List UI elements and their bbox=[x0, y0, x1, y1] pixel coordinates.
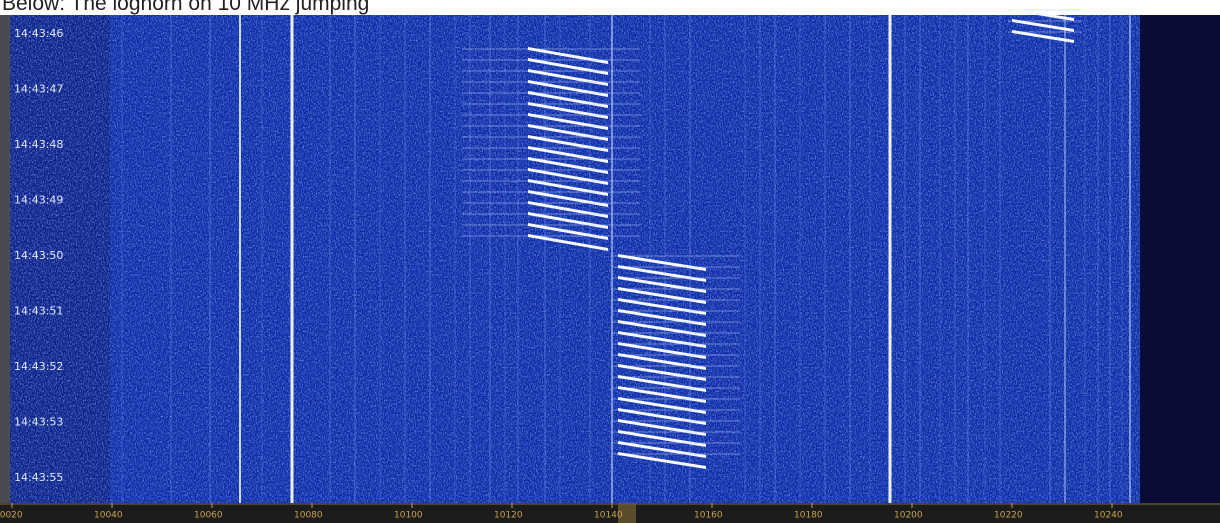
frequency-axis bbox=[0, 503, 1220, 523]
frequency-label: 10040 bbox=[94, 511, 123, 521]
time-label: 14:43:51 bbox=[14, 305, 63, 318]
hop-sweep bbox=[618, 452, 706, 469]
time-label: 14:43:50 bbox=[14, 249, 63, 262]
time-label: 14:43:52 bbox=[14, 360, 63, 373]
frequency-label: 10120 bbox=[494, 511, 523, 521]
frequency-label: 10080 bbox=[294, 511, 323, 521]
frequency-label: 10100 bbox=[394, 511, 423, 521]
time-label: 14:43:47 bbox=[14, 83, 63, 96]
hop-sweep bbox=[1012, 30, 1074, 43]
frequency-label: 10240 bbox=[1094, 511, 1123, 521]
hop-sweep bbox=[1012, 19, 1074, 32]
time-label: 14:43:49 bbox=[14, 194, 63, 207]
frequency-label: 10180 bbox=[794, 511, 823, 521]
time-label: 14:43:55 bbox=[14, 471, 63, 484]
hop-sweep bbox=[1012, 8, 1074, 21]
frequency-label: 10160 bbox=[694, 511, 723, 521]
time-label: 14:43:53 bbox=[14, 416, 63, 429]
frequency-label: 10020 bbox=[0, 511, 23, 521]
frequency-label: 10140 bbox=[594, 511, 623, 521]
frequency-label: 10060 bbox=[194, 511, 223, 521]
time-label: 14:43:46 bbox=[14, 27, 63, 40]
waterfall bbox=[0, 8, 1220, 503]
caption: Below: The loghorn on 10 MHz jumping bbox=[2, 0, 369, 15]
frequency-label: 10220 bbox=[994, 511, 1023, 521]
time-label: 14:43:48 bbox=[14, 138, 63, 151]
hop-sweep bbox=[528, 234, 608, 251]
frequency-label: 10200 bbox=[894, 511, 923, 521]
